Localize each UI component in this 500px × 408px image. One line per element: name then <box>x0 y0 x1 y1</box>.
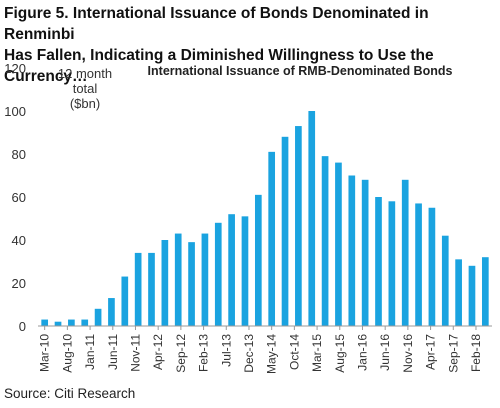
bar <box>108 298 115 326</box>
x-tick-label: Nov-16 <box>401 334 415 373</box>
bar <box>415 203 422 326</box>
x-tick-label: Feb-18 <box>469 334 483 372</box>
bar <box>481 257 489 326</box>
x-tick-label: Jan-11 <box>83 334 97 370</box>
bar <box>174 233 182 326</box>
x-tick-label: Sep-12 <box>174 334 188 373</box>
bar <box>348 175 356 326</box>
bar <box>441 235 449 326</box>
y-tick-label: 20 <box>12 276 26 291</box>
y-tick-label: 0 <box>19 319 26 334</box>
bar <box>388 201 396 326</box>
y-tick-label: 120 <box>4 61 26 76</box>
y-axis-label-line-3: ($bn) <box>70 96 100 111</box>
x-tick-label: May-14 <box>265 334 279 374</box>
bar <box>428 207 436 326</box>
bar <box>375 197 382 326</box>
y-tick-label: 60 <box>12 190 26 205</box>
bar <box>188 242 195 326</box>
bar <box>308 111 316 326</box>
y-axis-label-line-2: total <box>73 81 98 96</box>
bar <box>228 214 235 326</box>
x-tick-label: Apr-12 <box>151 334 165 370</box>
bar <box>68 319 75 326</box>
y-tick-label: 80 <box>12 147 26 162</box>
x-tick-label: Dec-13 <box>242 334 256 373</box>
bar <box>268 151 276 326</box>
x-tick-label: Aug-15 <box>333 334 347 373</box>
bar <box>214 222 222 326</box>
bar <box>81 319 89 326</box>
y-tick-label: 40 <box>12 233 26 248</box>
x-tick-label: Apr-17 <box>424 334 438 370</box>
y-axis-label-line-1: 12 month <box>58 66 112 81</box>
bar <box>455 259 462 326</box>
x-tick-label: Mar-15 <box>310 334 324 372</box>
x-tick-label: Jun-16 <box>378 334 392 371</box>
bar <box>134 252 142 326</box>
figure-title: Figure 5. International Issuance of Bond… <box>4 3 496 87</box>
y-axis-ticks: 0 20 40 60 80 100 120 <box>4 61 26 334</box>
bar <box>361 179 369 326</box>
bar <box>241 216 249 326</box>
x-tick-label: Jan-16 <box>355 334 369 371</box>
bar <box>148 252 155 326</box>
y-tick-label: 100 <box>4 104 26 119</box>
bar <box>254 194 262 326</box>
bar <box>335 162 342 326</box>
bar <box>401 179 409 326</box>
bar <box>161 240 169 326</box>
figure-title-line-1: Figure 5. International Issuance of Bond… <box>4 5 429 43</box>
x-tick-label: Sep-17 <box>446 334 460 373</box>
bar <box>41 319 49 326</box>
x-tick-label: Feb-13 <box>197 334 211 372</box>
bar <box>468 265 476 326</box>
x-tick-label: Nov-11 <box>128 334 142 372</box>
bar <box>94 308 102 326</box>
bar <box>321 156 329 326</box>
bar <box>121 276 129 326</box>
source-note: Source: Citi Research <box>4 386 136 401</box>
x-tick-label: Jul-13 <box>219 334 233 367</box>
bar <box>295 126 302 326</box>
x-tick-label: Aug-10 <box>60 334 74 373</box>
x-tick-label: Jun-11 <box>106 334 120 370</box>
bars <box>41 111 489 326</box>
bar <box>201 233 209 326</box>
bar <box>54 321 62 326</box>
bar <box>281 136 289 326</box>
x-axis-ticks: Mar-10 Aug-10 Jan-11 Jun-11 Nov-11 Apr-12 Sep-… <box>38 326 483 374</box>
chart-title: International Issuance of RMB-Denominate… <box>148 64 453 78</box>
x-tick-label: Oct-14 <box>287 334 301 370</box>
figure-title-line-2: Has Fallen, Indicating a Diminished Will… <box>4 47 434 85</box>
x-tick-label: Mar-10 <box>38 334 52 372</box>
